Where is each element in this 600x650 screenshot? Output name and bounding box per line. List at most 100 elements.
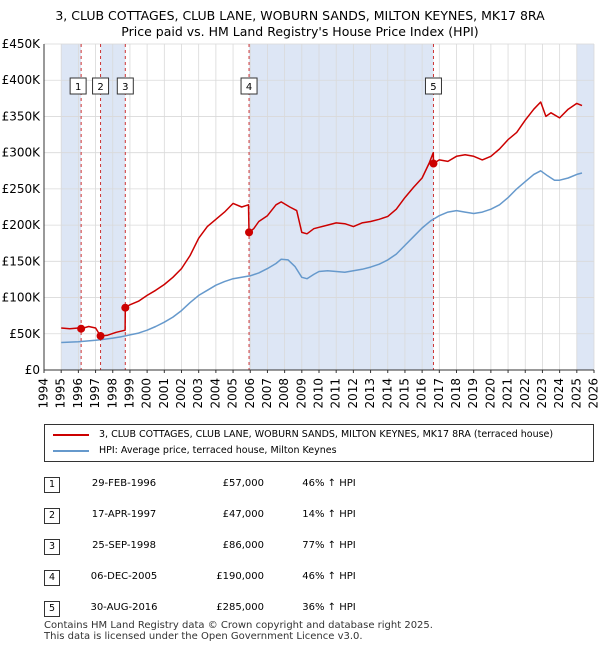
x-tick-label: 2005 [226, 378, 240, 409]
chart-title: 3, CLUB COTTAGES, CLUB LANE, WOBURN SAND… [55, 8, 545, 23]
y-tick-label: £450K [2, 37, 42, 51]
sale-hpi-diff: 46% ↑ HPI [302, 478, 356, 489]
x-tick-label: 2017 [432, 378, 446, 409]
y-tick-label: £350K [2, 109, 42, 123]
x-tick-label: 1995 [54, 378, 68, 409]
chart-legend: 3, CLUB COTTAGES, CLUB LANE, WOBURN SAND… [44, 424, 594, 462]
sale-marker [77, 324, 86, 333]
legend-item-hpi: HPI: Average price, terraced house, Milt… [53, 445, 337, 461]
footer-licence: This data is licensed under the Open Gov… [44, 631, 363, 642]
sale-date: 25-SEP-1998 [92, 540, 156, 551]
sale-hpi-diff: 14% ↑ HPI [302, 509, 356, 520]
x-tick-label: 2020 [483, 378, 497, 409]
chart-axes: £0 £50K £100K £150K £200K £250K £300K £350K £400… [2, 37, 600, 409]
x-tick-label: 2001 [157, 378, 171, 409]
x-tick-label: 2006 [243, 378, 257, 409]
x-tick-label: 2024 [552, 378, 566, 409]
sale-number-box [116, 77, 134, 95]
sale-number-box [92, 77, 110, 95]
sale-period-shading [61, 44, 594, 370]
x-tick-label: 2021 [501, 378, 515, 409]
sale-number: 3 [44, 539, 60, 555]
shaded-period [576, 44, 594, 370]
sale-date: 06-DEC-2005 [90, 571, 158, 582]
sale-row: 4 06-DEC-2005 £190,000 46% ↑ HPI [44, 563, 404, 593]
x-tick-label: 2025 [569, 378, 583, 409]
x-tick-label: 2009 [294, 378, 308, 409]
y-tick-label: £250K [2, 182, 42, 196]
sale-marker [245, 228, 254, 237]
sale-row: 1 29-FEB-1996 £57,000 46% ↑ HPI [44, 470, 404, 500]
shaded-period [249, 44, 434, 370]
y-tick-label: £100K [2, 291, 42, 305]
sale-row: 5 30-AUG-2016 £285,000 36% ↑ HPI [44, 594, 404, 624]
sale-price: £47,000 [222, 509, 264, 520]
x-tick-label: 2022 [518, 378, 532, 409]
sale-number-label: 4 [246, 82, 252, 93]
shaded-period [61, 44, 82, 370]
sale-hpi-diff: 36% ↑ HPI [302, 602, 356, 613]
x-tick-label: 2015 [397, 378, 411, 409]
x-tick-label: 1999 [122, 378, 136, 409]
sale-number: 1 [44, 477, 60, 493]
sale-number-box [240, 77, 258, 95]
sale-number: 4 [44, 570, 60, 586]
sale-date: 29-FEB-1996 [91, 478, 157, 489]
hpi-line [61, 170, 583, 344]
chart-series [61, 101, 583, 344]
sale-number-boxes: 1 2 3 4 5 [69, 77, 442, 95]
x-tick-label: 2000 [140, 378, 154, 409]
x-tick-label: 2019 [466, 378, 480, 409]
sale-date: 30-AUG-2016 [90, 602, 158, 613]
y-tick-label: £200K [2, 218, 42, 232]
chart-subtitle: Price paid vs. HM Land Registry's House … [121, 24, 479, 39]
y-tick-label: £300K [2, 146, 42, 160]
x-tick-label: 2018 [449, 378, 463, 409]
y-tick-label: £150K [2, 254, 42, 268]
legend-label-hpi: HPI: Average price, terraced house, Milt… [99, 445, 337, 456]
x-tick-label: 2011 [329, 378, 343, 409]
sale-number-label: 3 [122, 82, 128, 93]
sale-date: 17-APR-1997 [91, 509, 157, 520]
footer-copyright: Contains HM Land Registry data © Crown c… [44, 620, 433, 631]
legend-swatch-price [53, 433, 89, 436]
x-tick-label: 2026 [587, 378, 600, 409]
x-tick-label: 1997 [88, 378, 102, 409]
sale-number-box [69, 77, 87, 95]
sale-markers [77, 159, 438, 340]
x-tick-label: 2007 [260, 378, 274, 409]
footer: Contains HM Land Registry data © Crown c… [44, 620, 433, 642]
legend-item-price: 3, CLUB COTTAGES, CLUB LANE, WOBURN SAND… [53, 429, 553, 445]
sale-price: £57,000 [222, 478, 264, 489]
x-tick-label: 1996 [71, 378, 85, 409]
legend-swatch-hpi [53, 449, 89, 452]
x-tick-label: 2004 [208, 378, 222, 409]
sale-price: £86,000 [222, 540, 264, 551]
sale-number: 2 [44, 508, 60, 524]
sale-hpi-diff: 77% ↑ HPI [302, 540, 356, 551]
x-tick-label: 2002 [174, 378, 188, 409]
x-tick-label: 1998 [105, 378, 119, 409]
sale-marker [121, 303, 130, 312]
sale-number: 5 [44, 601, 60, 617]
y-tick-label: £50K [9, 327, 41, 341]
x-tick-label: 2016 [415, 378, 429, 409]
x-tick-label: 2014 [380, 378, 394, 409]
x-tick-label: 2012 [346, 378, 360, 409]
sale-number-box [424, 77, 442, 95]
sale-row: 2 17-APR-1997 £47,000 14% ↑ HPI [44, 501, 404, 531]
x-tick-label: 2010 [312, 378, 326, 409]
x-tick-label: 1994 [37, 378, 51, 409]
price-chart: £0 £50K £100K £150K £200K £250K £300K £350K £400… [2, 37, 600, 409]
sale-price: £285,000 [216, 602, 264, 613]
sale-row: 3 25-SEP-1998 £86,000 77% ↑ HPI [44, 532, 404, 562]
sale-price: £190,000 [216, 571, 264, 582]
price-paid-line [61, 101, 583, 337]
chart-gridlines [43, 43, 595, 371]
sale-number-label: 2 [97, 82, 103, 93]
sale-marker [96, 331, 105, 340]
x-tick-label: 2013 [363, 378, 377, 409]
legend-label-price: 3, CLUB COTTAGES, CLUB LANE, WOBURN SAND… [99, 429, 554, 440]
sale-hpi-diff: 46% ↑ HPI [302, 571, 356, 582]
sale-number-label: 5 [430, 82, 436, 93]
